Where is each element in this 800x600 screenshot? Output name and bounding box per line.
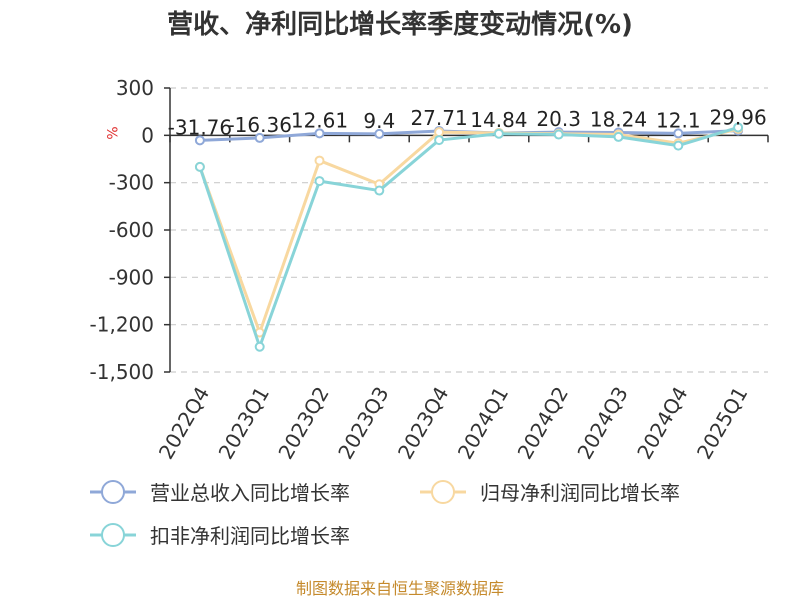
data-label: 27.71 [410, 106, 467, 130]
legend-item-1: 营业总收入同比增长率 [90, 480, 350, 505]
series-point-2 [314, 155, 325, 166]
series-point-1 [673, 128, 684, 139]
x-tick-label: 2022Q4 [154, 383, 214, 464]
y-tick-label: -1,500 [90, 360, 154, 384]
x-tick-label: 2023Q4 [393, 382, 453, 463]
data-label: 9.4 [363, 109, 395, 133]
series-point-3 [434, 135, 445, 146]
data-label: 29.96 [709, 106, 766, 130]
x-tick-label: 2024Q4 [632, 383, 692, 464]
data-label: 18.24 [590, 107, 647, 131]
series-point-3 [673, 140, 684, 151]
series-point-1 [254, 132, 265, 143]
series-point-3 [493, 128, 504, 139]
x-tick-label: 2023Q1 [214, 383, 274, 464]
legend-label: 营业总收入同比增长率 [150, 481, 350, 505]
y-tick-label: -300 [109, 171, 154, 195]
data-label: 20.3 [536, 107, 581, 131]
series-point-3 [374, 185, 385, 196]
series-point-3 [194, 161, 205, 172]
series-point-3 [733, 122, 744, 133]
y-tick-label: 0 [141, 123, 154, 147]
x-tick-label: 2024Q1 [453, 383, 513, 464]
series-point-3 [613, 131, 624, 142]
series-point-1 [194, 135, 205, 146]
x-tick-label: 2025Q1 [692, 383, 752, 464]
legend-label: 归母净利润同比增长率 [480, 481, 680, 505]
legend-marker [431, 480, 455, 504]
x-tick-label: 2023Q3 [333, 383, 393, 464]
chart-title: 营收、净利同比增长率季度变动情况(%) [167, 9, 633, 40]
y-tick-label: -600 [109, 218, 154, 242]
data-label: 12.1 [656, 108, 701, 132]
grid [170, 87, 768, 373]
unit-label: % [103, 126, 119, 139]
series-line-2 [198, 127, 739, 335]
source-note: 制图数据来自恒生聚源数据库 [296, 579, 504, 598]
series-group [194, 122, 744, 352]
x-tick-label: 2024Q2 [513, 383, 573, 464]
series-point-3 [254, 341, 265, 352]
legend-item-2: 归母净利润同比增长率 [420, 480, 680, 505]
series-point-1 [374, 128, 385, 139]
y-tick-label: -1,200 [90, 313, 154, 337]
x-tick-label: 2024Q3 [572, 383, 632, 464]
series-point-3 [553, 129, 564, 140]
series-point-1 [314, 128, 325, 139]
x-tick-label: 2023Q2 [273, 383, 333, 464]
data-label: -31.76 [168, 115, 232, 139]
y-tick-label: -900 [109, 265, 154, 289]
data-label: -16.36 [227, 113, 291, 137]
series-point-3 [314, 176, 325, 187]
legend-marker [101, 480, 125, 504]
legend-label: 扣非净利润同比增长率 [150, 524, 350, 548]
legend-marker [101, 523, 125, 547]
legend-item-3: 扣非净利润同比增长率 [90, 523, 350, 548]
y-tick-label: 300 [116, 76, 154, 100]
series-line-3 [198, 126, 739, 349]
data-label: 14.84 [470, 108, 527, 132]
data-label: 12.61 [291, 108, 348, 132]
